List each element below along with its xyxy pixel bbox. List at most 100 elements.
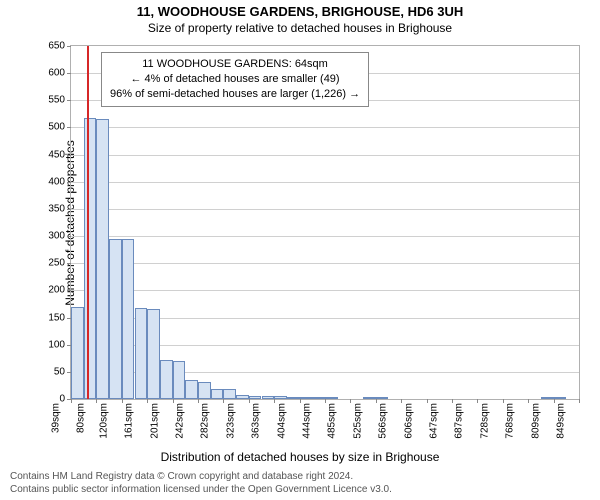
x-tick-label: 849sqm — [556, 403, 567, 439]
x-tick-mark — [274, 399, 275, 403]
x-tick-mark — [477, 399, 478, 403]
x-tick-mark — [173, 399, 174, 403]
chart-title: 11, WOODHOUSE GARDENS, BRIGHOUSE, HD6 3U… — [0, 0, 600, 19]
y-tick-mark — [67, 100, 71, 101]
gridline-h — [71, 290, 579, 291]
histogram-bar — [198, 382, 211, 399]
annotation-line2: ← 4% of detached houses are smaller (49) — [110, 72, 360, 87]
annotation-line1: 11 WOODHOUSE GARDENS: 64sqm — [110, 57, 360, 72]
histogram-bar — [249, 396, 262, 399]
y-tick-mark — [67, 236, 71, 237]
x-tick-label: 566sqm — [378, 403, 389, 439]
x-tick-label: 39sqm — [50, 403, 61, 433]
histogram-bar — [287, 397, 300, 399]
y-tick-label: 100 — [48, 339, 65, 350]
x-tick-mark — [223, 399, 224, 403]
x-tick-label: 687sqm — [454, 403, 465, 439]
gridline-h — [71, 182, 579, 183]
histogram-bar — [274, 396, 287, 399]
x-tick-mark — [350, 399, 351, 403]
x-tick-mark — [579, 399, 580, 403]
histogram-bar — [147, 309, 160, 399]
y-tick-label: 650 — [48, 41, 65, 52]
x-tick-label: 242sqm — [175, 403, 186, 439]
y-tick-label: 300 — [48, 231, 65, 242]
x-tick-label: 809sqm — [530, 403, 541, 439]
x-tick-mark — [528, 399, 529, 403]
y-tick-label: 250 — [48, 258, 65, 269]
histogram-bar — [363, 397, 376, 399]
histogram-bar — [300, 397, 313, 399]
y-tick-mark — [67, 263, 71, 264]
histogram-bar — [554, 397, 567, 399]
histogram-bar — [541, 397, 554, 399]
chart-subtitle: Size of property relative to detached ho… — [0, 19, 600, 35]
y-tick-mark — [67, 290, 71, 291]
gridline-h — [71, 209, 579, 210]
x-tick-label: 444sqm — [302, 403, 313, 439]
property-marker-line — [87, 46, 89, 399]
x-tick-mark — [401, 399, 402, 403]
x-tick-mark — [554, 399, 555, 403]
histogram-bar — [109, 239, 122, 399]
footer-line2: Contains public sector information licen… — [10, 483, 392, 496]
histogram-bar — [160, 360, 173, 399]
x-tick-label: 768sqm — [505, 403, 516, 439]
histogram-bar — [122, 239, 135, 399]
annotation-line3: 96% of semi-detached houses are larger (… — [110, 87, 360, 102]
histogram-bar — [325, 397, 338, 399]
y-tick-label: 350 — [48, 203, 65, 214]
y-tick-mark — [67, 182, 71, 183]
x-tick-mark — [503, 399, 504, 403]
histogram-bar — [236, 395, 249, 399]
x-axis-label: Distribution of detached houses by size … — [0, 450, 600, 464]
histogram-bar — [211, 389, 224, 399]
x-tick-label: 647sqm — [429, 403, 440, 439]
plot-area: Number of detached properties 0501001502… — [70, 45, 580, 400]
histogram-bar — [185, 380, 198, 399]
x-tick-label: 485sqm — [327, 403, 338, 439]
y-tick-label: 500 — [48, 122, 65, 133]
x-tick-label: 323sqm — [226, 403, 237, 439]
x-tick-label: 525sqm — [353, 403, 364, 439]
x-tick-label: 606sqm — [403, 403, 414, 439]
histogram-bar — [96, 119, 109, 399]
x-tick-mark — [96, 399, 97, 403]
histogram-bar — [312, 397, 325, 399]
gridline-h — [71, 155, 579, 156]
x-tick-label: 161sqm — [124, 403, 135, 439]
y-tick-label: 550 — [48, 95, 65, 106]
x-tick-mark — [427, 399, 428, 403]
gridline-h — [71, 236, 579, 237]
x-tick-label: 404sqm — [276, 403, 287, 439]
y-tick-label: 200 — [48, 285, 65, 296]
x-tick-mark — [147, 399, 148, 403]
histogram-bar — [71, 307, 84, 399]
y-tick-label: 400 — [48, 176, 65, 187]
x-tick-label: 201sqm — [149, 403, 160, 439]
y-tick-mark — [67, 46, 71, 47]
x-tick-label: 282sqm — [200, 403, 211, 439]
x-tick-label: 363sqm — [251, 403, 262, 439]
x-tick-mark — [300, 399, 301, 403]
x-tick-mark — [122, 399, 123, 403]
histogram-bar — [223, 389, 236, 399]
footer: Contains HM Land Registry data © Crown c… — [10, 470, 392, 496]
x-tick-label: 728sqm — [480, 403, 491, 439]
footer-line1: Contains HM Land Registry data © Crown c… — [10, 470, 392, 483]
y-tick-mark — [67, 73, 71, 74]
histogram-bar — [135, 308, 148, 399]
y-tick-mark — [67, 127, 71, 128]
histogram-bar — [84, 118, 97, 399]
y-tick-mark — [67, 209, 71, 210]
histogram-bar — [173, 361, 186, 399]
gridline-h — [71, 127, 579, 128]
histogram-bar — [262, 396, 275, 399]
x-tick-mark — [71, 399, 72, 403]
x-tick-mark — [249, 399, 250, 403]
y-tick-mark — [67, 155, 71, 156]
histogram-bar — [376, 397, 389, 399]
gridline-h — [71, 263, 579, 264]
y-tick-label: 50 — [54, 366, 65, 377]
plot-canvas: 0501001502002503003504004505005506006503… — [70, 45, 580, 400]
